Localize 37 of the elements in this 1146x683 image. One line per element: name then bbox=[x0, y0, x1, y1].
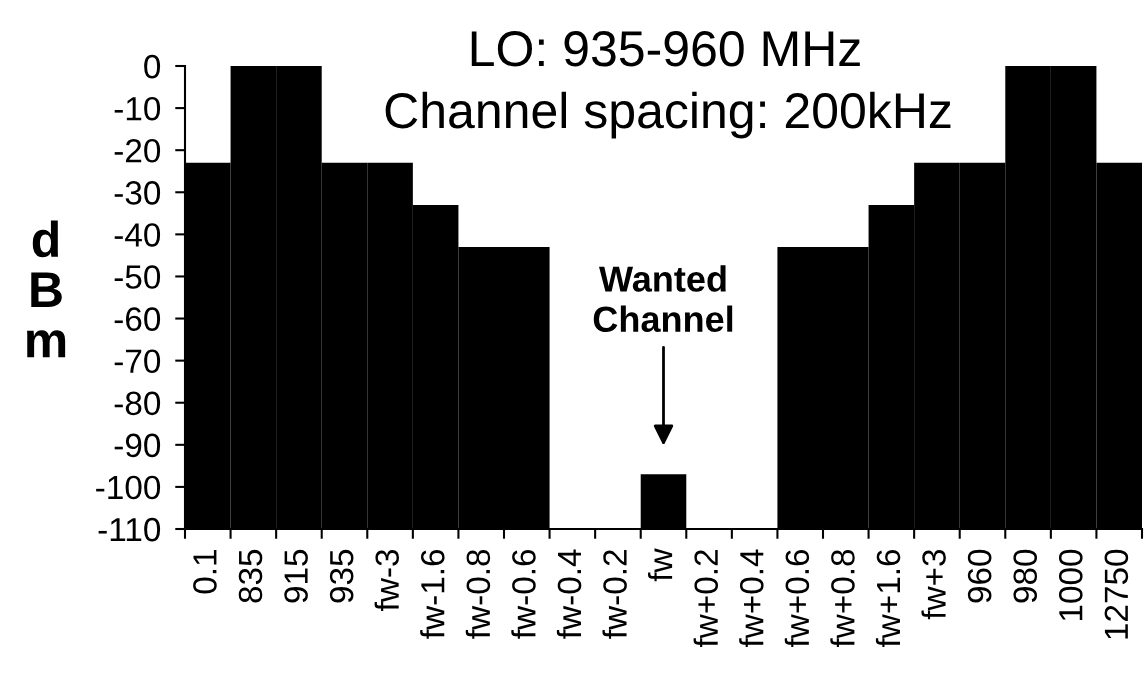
x-tick-label: fw+0.4 bbox=[739, 549, 764, 648]
x-tick-label: fw-0.2 bbox=[602, 550, 627, 639]
y-tick-label: -80 bbox=[114, 391, 161, 416]
x-tick-label: 1000 bbox=[1058, 549, 1083, 621]
chart-title: LO: 935-960 MHz bbox=[471, 31, 860, 67]
y-tick-label: -50 bbox=[114, 265, 161, 289]
y-tick-label: -70 bbox=[114, 349, 161, 374]
x-tick-label: 0.1 bbox=[193, 550, 217, 594]
x-tick-label: fw+0.6 bbox=[784, 549, 810, 648]
x-tick-label: fw bbox=[648, 548, 673, 582]
x-tick-label: fw-0.8 bbox=[465, 549, 491, 639]
y-tick-label: -20 bbox=[114, 138, 161, 163]
y-tick-label: 0 bbox=[144, 54, 161, 79]
x-tick-label: 935 bbox=[329, 549, 354, 603]
x-tick-label: fw-3 bbox=[374, 549, 400, 611]
x-tick-label: fw-0.6 bbox=[511, 549, 536, 639]
y-tick-label: -60 bbox=[114, 307, 161, 331]
x-tick-label: fw+0.8 bbox=[830, 549, 855, 648]
x-tick-label: fw+3 bbox=[921, 549, 946, 620]
annotation: Wanted Channel bbox=[593, 265, 733, 333]
x-tick-label: fw+1.6 bbox=[875, 549, 901, 648]
x-tick-label: fw-1.6 bbox=[420, 549, 445, 639]
x-tick-label: 835 bbox=[238, 549, 263, 603]
x-tick-label: 12750 bbox=[1104, 549, 1129, 639]
y-tick-label: -40 bbox=[114, 223, 161, 247]
x-tick-label: fw+0.2 bbox=[693, 550, 719, 648]
x-tick-label: 980 bbox=[1013, 549, 1038, 603]
y-tick-label: -90 bbox=[114, 433, 161, 458]
y-axis-title: dBm bbox=[27, 220, 66, 358]
chart-subtitle: Channel spacing: 200kHz bbox=[385, 91, 951, 139]
y-tick-label: -30 bbox=[114, 181, 161, 205]
y-tick-label: -100 bbox=[96, 475, 161, 500]
x-tick-label: 960 bbox=[967, 549, 992, 603]
x-tick-label: fw-0.4 bbox=[556, 549, 582, 639]
y-tick-label: -10 bbox=[114, 96, 161, 121]
x-tick-label: 915 bbox=[284, 549, 308, 603]
y-tick-label: -110 bbox=[98, 517, 161, 542]
